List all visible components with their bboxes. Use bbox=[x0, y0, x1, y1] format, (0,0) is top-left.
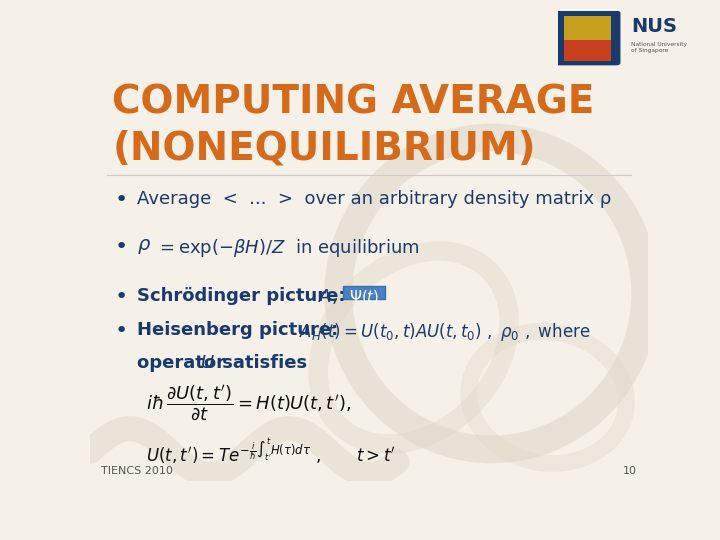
Text: $U(t,t') = T e^{-\frac{i}{\hbar}\int_{t'}^{t} H(\tau)d\tau}\ ,\qquad t > t'$: $U(t,t') = T e^{-\frac{i}{\hbar}\int_{t'… bbox=[145, 437, 396, 467]
FancyBboxPatch shape bbox=[343, 286, 384, 299]
Text: Heisenberg picture:: Heisenberg picture: bbox=[138, 321, 345, 339]
Text: National University
of Singapore: National University of Singapore bbox=[631, 42, 687, 53]
Text: 10: 10 bbox=[623, 465, 637, 476]
Text: satisfies: satisfies bbox=[215, 354, 307, 372]
Text: (NONEQUILIBRIUM): (NONEQUILIBRIUM) bbox=[112, 129, 536, 167]
FancyBboxPatch shape bbox=[564, 40, 611, 61]
Text: $i\hbar\,\dfrac{\partial U(t,t')}{\partial t} = H(t)U(t,t'),$: $i\hbar\,\dfrac{\partial U(t,t')}{\parti… bbox=[145, 383, 351, 422]
Text: $A_H(t) = U(t_0,t)AU(t,t_0)\ ,\ \rho_0\ ,$ where: $A_H(t) = U(t_0,t)AU(t,t_0)\ ,\ \rho_0\ … bbox=[300, 321, 590, 342]
Text: $\Psi(t)$: $\Psi(t)$ bbox=[348, 288, 379, 306]
Text: •: • bbox=[115, 287, 128, 307]
Text: Schrödinger picture:: Schrödinger picture: bbox=[138, 287, 352, 305]
Text: •: • bbox=[115, 190, 128, 210]
Text: $A,$: $A,$ bbox=[318, 287, 337, 306]
Text: $= \mathrm{exp}(-\beta H)/Z$  in equilibrium: $= \mathrm{exp}(-\beta H)/Z$ in equilibr… bbox=[156, 238, 419, 259]
Text: •: • bbox=[115, 321, 128, 341]
FancyBboxPatch shape bbox=[564, 16, 611, 40]
Text: operator: operator bbox=[138, 354, 232, 372]
Text: TIENCS 2010: TIENCS 2010 bbox=[101, 465, 173, 476]
Text: $U$: $U$ bbox=[200, 354, 215, 372]
Text: $\rho$: $\rho$ bbox=[138, 238, 152, 256]
Text: COMPUTING AVERAGE: COMPUTING AVERAGE bbox=[112, 84, 595, 122]
FancyBboxPatch shape bbox=[555, 11, 620, 65]
Text: •: • bbox=[115, 238, 128, 258]
Text: NUS: NUS bbox=[631, 17, 677, 36]
Text: Average  <  ...  >  over an arbitrary density matrix ρ: Average < ... > over an arbitrary densit… bbox=[138, 190, 612, 207]
